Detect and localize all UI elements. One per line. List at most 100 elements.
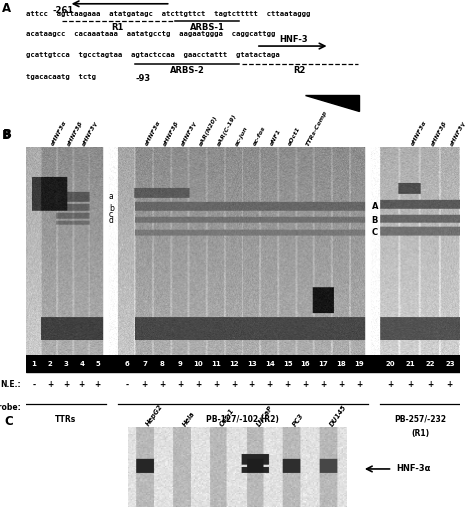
Text: +: +: [47, 381, 53, 389]
Text: 8: 8: [160, 360, 165, 367]
Text: 4: 4: [79, 360, 84, 367]
Text: 16: 16: [301, 360, 310, 367]
Text: 2: 2: [47, 360, 52, 367]
Text: TTRs-Comp: TTRs-Comp: [305, 109, 328, 147]
Text: R1: R1: [111, 23, 124, 32]
Text: TTRs: TTRs: [55, 415, 76, 423]
Bar: [26, 355, 460, 372]
Text: 20: 20: [385, 360, 395, 367]
Text: Probe:: Probe:: [0, 403, 21, 412]
Text: LNCaP: LNCaP: [255, 404, 274, 427]
Text: αAR(N20): αAR(N20): [198, 115, 219, 147]
Text: A: A: [2, 2, 11, 15]
Text: 21: 21: [405, 360, 415, 367]
Text: αc-jun: αc-jun: [234, 125, 249, 147]
Text: +: +: [338, 381, 344, 389]
Text: A: A: [372, 202, 378, 211]
Text: αNF1: αNF1: [270, 128, 283, 147]
Text: 5: 5: [95, 360, 100, 367]
Text: B: B: [1, 129, 10, 142]
Text: (R1): (R1): [411, 429, 429, 438]
Text: 11: 11: [211, 360, 221, 367]
Text: αOct1: αOct1: [288, 126, 302, 147]
Text: 10: 10: [193, 360, 203, 367]
Text: +: +: [427, 381, 433, 389]
Text: 22: 22: [425, 360, 435, 367]
Text: N.E.:: N.E.:: [0, 381, 21, 389]
Text: +: +: [63, 381, 69, 389]
Text: PB-127/-102 (R2): PB-127/-102 (R2): [207, 415, 279, 423]
Text: Cos-1: Cos-1: [219, 407, 236, 427]
Text: C: C: [5, 415, 13, 428]
Text: 17: 17: [319, 360, 328, 367]
Text: 13: 13: [247, 360, 257, 367]
Text: a: a: [109, 192, 114, 201]
Text: PC3: PC3: [292, 412, 305, 427]
Text: 19: 19: [354, 360, 364, 367]
Text: +: +: [387, 381, 393, 389]
Text: DU145: DU145: [328, 404, 348, 427]
Text: +: +: [195, 381, 201, 389]
Text: αHNF3β: αHNF3β: [66, 120, 83, 147]
Text: 6: 6: [124, 360, 129, 367]
Text: gcattgtcca  tgcctagtaa  agtactccaa  gaacctattt  gtatactaga: gcattgtcca tgcctagtaa agtactccaa gaaccta…: [26, 53, 280, 58]
Text: +: +: [284, 381, 291, 389]
Text: -: -: [33, 381, 36, 389]
Text: ARBS-1: ARBS-1: [190, 23, 225, 32]
Text: +: +: [249, 381, 255, 389]
Text: -: -: [125, 381, 128, 389]
Text: b: b: [109, 204, 114, 213]
Text: HNF-3: HNF-3: [280, 35, 308, 44]
Text: αHNF3β: αHNF3β: [163, 120, 180, 147]
Text: +: +: [159, 381, 165, 389]
Text: R2: R2: [293, 66, 306, 75]
Text: +: +: [213, 381, 219, 389]
Text: acataagcc  cacaaataaa  aatatgcctg  aagaatggga  caggcattgg: acataagcc cacaaataaa aatatgcctg aagaatgg…: [26, 31, 275, 37]
Text: c: c: [109, 210, 113, 219]
Text: +: +: [266, 381, 273, 389]
Text: αAR(C-19): αAR(C-19): [216, 113, 237, 147]
Text: Hela: Hela: [182, 410, 197, 427]
Text: HepG2: HepG2: [146, 404, 164, 427]
Text: 14: 14: [265, 360, 274, 367]
Text: 1: 1: [32, 360, 36, 367]
Text: +: +: [79, 381, 85, 389]
Text: αHNF3γ: αHNF3γ: [181, 120, 198, 147]
Text: PB-257/-232: PB-257/-232: [394, 415, 446, 423]
Text: +: +: [320, 381, 327, 389]
Text: B: B: [3, 128, 12, 141]
Text: +: +: [231, 381, 237, 389]
Text: 12: 12: [229, 360, 239, 367]
Text: αHNF3α: αHNF3α: [50, 120, 67, 147]
Text: +: +: [407, 381, 413, 389]
Text: αHNF3γ: αHNF3γ: [450, 120, 467, 147]
Text: +: +: [142, 381, 148, 389]
Text: 18: 18: [337, 360, 346, 367]
Text: HNF-3α: HNF-3α: [396, 465, 431, 473]
Text: 9: 9: [178, 360, 183, 367]
Text: -261: -261: [52, 6, 73, 15]
Text: αHNF3α: αHNF3α: [410, 120, 428, 147]
Text: B: B: [372, 216, 378, 226]
Text: 7: 7: [142, 360, 147, 367]
Text: +: +: [356, 381, 362, 389]
Text: +: +: [447, 381, 453, 389]
Text: 23: 23: [445, 360, 455, 367]
Text: ARBS-2: ARBS-2: [170, 66, 205, 75]
Text: d: d: [109, 216, 114, 226]
Text: αHNF3α: αHNF3α: [145, 120, 162, 147]
Text: C: C: [372, 228, 378, 237]
Text: attcc  agttaagaaa  atatgatagc  atcttgttct  tagtcttttt  cttaataggg: attcc agttaagaaa atatgatagc atcttgttct t…: [26, 11, 310, 18]
Text: +: +: [95, 381, 101, 389]
Text: αc-fos: αc-fos: [252, 126, 266, 147]
Text: αHNF3γ: αHNF3γ: [82, 120, 99, 147]
Text: αHNF3β: αHNF3β: [430, 120, 447, 147]
Text: tgacacaatg  tctg: tgacacaatg tctg: [26, 74, 96, 80]
Text: -93: -93: [135, 74, 150, 83]
Text: HNF-3: HNF-3: [100, 0, 128, 2]
Text: 15: 15: [283, 360, 292, 367]
Text: 3: 3: [64, 360, 68, 367]
Text: +: +: [302, 381, 309, 389]
Polygon shape: [305, 95, 359, 111]
Text: +: +: [177, 381, 183, 389]
